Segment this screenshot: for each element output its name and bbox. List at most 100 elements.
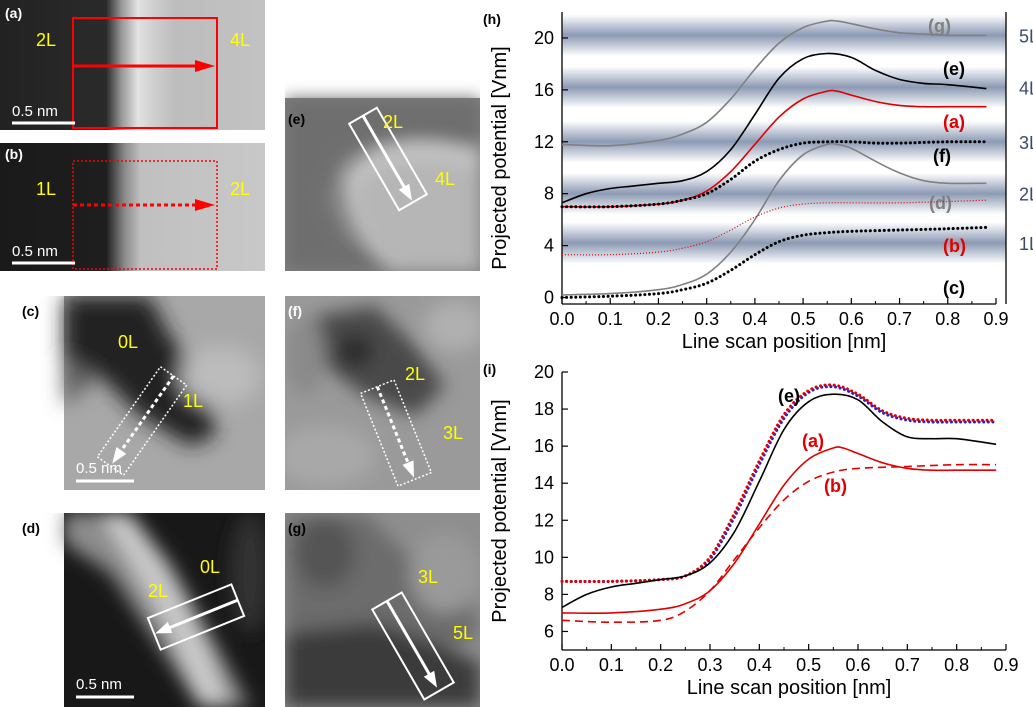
x-axis-label: Line scan position [nm] [687, 677, 892, 699]
series-label-6: (b) [943, 236, 966, 256]
scale-label-a: 0.5 nm [12, 103, 58, 120]
stem-image-d: (d) 2L 0L 0.5 nm [0, 513, 265, 707]
x-tick-label: 0.9 [993, 655, 1018, 675]
series-line-4 [561, 446, 997, 615]
chart-panel-label: (h) [483, 11, 501, 27]
series-label-4: (a) [802, 431, 824, 451]
series-label-4: (f) [933, 146, 951, 166]
y-tick-label: 12 [534, 132, 554, 152]
layer-label-right-b: 2L [230, 179, 250, 199]
panel-label-c: (c) [22, 303, 39, 319]
layer-band-label-2: 2L [1019, 185, 1033, 205]
layer-band-label-1: 1L [1019, 234, 1033, 254]
stem-image-c: (c) 0L 1L 0.5 nm [0, 296, 265, 490]
panel-a: (a) 2L 4L 0.5 nm [0, 0, 265, 130]
y-tick-label: 12 [534, 510, 554, 530]
series-line-5 [561, 142, 987, 296]
series-line-4 [560, 140, 988, 209]
x-tick-label: 0.2 [648, 655, 673, 675]
layer-label-left-d: 2L [148, 581, 168, 601]
x-tick-label: 0.3 [694, 309, 719, 329]
layer-label-end-g: 5L [453, 623, 473, 643]
scan-box-b [72, 160, 218, 270]
series-line-3 [561, 393, 997, 609]
scale-label-d: 0.5 nm [76, 676, 122, 693]
layer-band-label-3: 3L [1019, 133, 1033, 153]
y-tick-label: 8 [544, 184, 554, 204]
x-tick-label: 0.4 [742, 309, 767, 329]
series-label-1: (g) [928, 16, 951, 36]
layer-label-right-d: 0L [200, 557, 220, 577]
panel-label-d: (d) [22, 520, 40, 536]
layer-label-end-e: 4L [435, 169, 455, 189]
x-tick-label: 0.5 [791, 309, 816, 329]
layer-label-start-c: 0L [118, 332, 138, 352]
panel-label-e: (e) [288, 111, 305, 127]
layer-label-start-e: 2L [383, 112, 403, 132]
stem-image-a: (a) 2L 4L 0.5 nm [0, 0, 265, 130]
x-tick-label: 0.7 [895, 655, 920, 675]
series-label-5: (d) [929, 193, 952, 213]
scan-arrow-c [117, 375, 175, 455]
series-line-2 [560, 383, 998, 584]
line-profile-charts: 1L 2L 3L 4L 5L 0.0 0.1 0.2 0.3 0.4 0.5 0.6 0.7 0.8 0.9… [483, 11, 1033, 699]
panel-b: (b) 1L 2L 0.5 nm [0, 143, 265, 271]
scan-arrow-f [375, 386, 411, 467]
x-tick-label: 0.3 [697, 655, 722, 675]
layer-label-left-a: 2L [36, 30, 56, 50]
layer-band-1 [562, 222, 1006, 264]
series-line-2 [561, 52, 987, 204]
series-label-3: (a) [943, 112, 965, 132]
series-label-7: (c) [943, 278, 965, 298]
x-tick-label: 0.0 [549, 655, 574, 675]
panel-label-f: (f) [288, 303, 302, 319]
x-tick-label: 0.6 [845, 655, 870, 675]
layer-label-end-f: 3L [443, 423, 463, 443]
y-tick-label: 18 [534, 399, 554, 419]
scan-box-a [72, 17, 218, 129]
series-line-6 [561, 199, 987, 256]
y-tick-label: 16 [534, 80, 554, 100]
panel-label-b: (b) [5, 146, 23, 162]
scan-arrow-g [385, 600, 433, 678]
series-label-5: (b) [824, 476, 847, 496]
layer-label-left-b: 1L [36, 179, 56, 199]
y-tick-label: 8 [544, 584, 554, 604]
scan-arrow-e [361, 114, 408, 191]
x-tick-label: 0.1 [598, 309, 623, 329]
panel-label-g: (g) [288, 520, 306, 536]
y-tick-label: 20 [534, 362, 554, 382]
y-axis-label: Projected potential [Vnm] [489, 399, 511, 622]
chart-i: 0.0 0.1 0.2 0.3 0.4 0.5 0.6 0.7 0.8 0.9 6 8 10 12 14 16… [483, 361, 1019, 699]
y-axis-label: Projected potential [Vnm] [489, 46, 511, 269]
panel-g: (g) 3L 5L [285, 513, 480, 707]
layer-band-2 [562, 172, 1006, 215]
y-tick-label: 20 [534, 28, 554, 48]
x-tick-label: 0.8 [935, 309, 960, 329]
y-tick-label: 4 [544, 236, 554, 256]
x-tick-label: 0.0 [549, 309, 574, 329]
x-tick-label: 0.9 [983, 309, 1008, 329]
y-tick-label: 14 [534, 473, 554, 493]
layer-label-end-c: 1L [183, 391, 203, 411]
layer-band-label-4: 4L [1019, 78, 1033, 98]
x-tick-label: 0.5 [796, 655, 821, 675]
series-line-7 [560, 225, 988, 299]
series-label-2: (e) [943, 59, 965, 79]
stem-image-f: (f) 2L 3L [285, 296, 480, 490]
x-tick-label: 0.1 [599, 655, 624, 675]
x-tick-label: 0.6 [839, 309, 864, 329]
panel-c: (c) 0L 1L 0.5 nm [0, 296, 265, 490]
stem-image-e: (e) 2L 4L [285, 0, 480, 271]
y-tick-label: 0 [544, 288, 554, 308]
y-tick-label: 16 [534, 436, 554, 456]
stem-image-b: (b) 1L 2L 0.5 nm [0, 143, 265, 271]
stem-image-g: (g) 3L 5L [285, 513, 480, 707]
y-tick-label: 6 [544, 621, 554, 641]
chart-h: 1L 2L 3L 4L 5L 0.0 0.1 0.2 0.3 0.4 0.5 0.6 0.7 0.8 0.9… [483, 11, 1033, 353]
scan-box-g [370, 591, 456, 701]
x-axis-label: Line scan position [nm] [682, 331, 887, 353]
chart-panel-label: (i) [483, 361, 496, 377]
series-line-1 [561, 19, 987, 147]
layer-label-right-a: 4L [230, 30, 250, 50]
